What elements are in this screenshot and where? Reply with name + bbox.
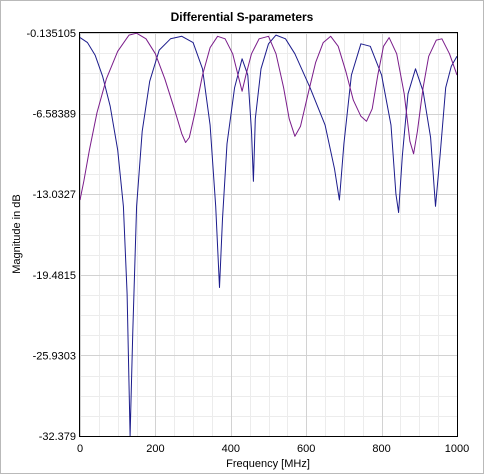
series-layer <box>79 32 458 437</box>
series-line-2 <box>79 32 458 201</box>
x-tick-label: 600 <box>297 443 315 455</box>
x-tick-label: 200 <box>146 443 164 455</box>
x-axis-label: Frequency [MHz] <box>226 458 310 470</box>
x-tick-label: 0 <box>77 443 83 455</box>
plot-area-border <box>79 32 458 437</box>
x-tick-label: 800 <box>372 443 390 455</box>
y-tick-label: -25.9303 <box>33 350 76 362</box>
y-tick-label: -19.4815 <box>33 270 76 282</box>
series-line-1 <box>79 34 458 437</box>
y-tick-labels: -0.135105 -6.58389 -13.0327 -19.4815 -25.930… <box>26 28 76 443</box>
y-tick-label: -0.135105 <box>26 28 76 40</box>
y-tick-label: -6.58389 <box>33 109 76 121</box>
x-tick-label: 1000 <box>445 443 469 455</box>
x-tick-label: 400 <box>222 443 240 455</box>
minor-grid <box>80 33 457 436</box>
x-tick-labels: 0 200 400 600 800 1000 <box>77 443 469 455</box>
chart-title: Differential S-parameters <box>171 10 314 24</box>
y-axis-label: Magnitude in dB <box>11 194 23 274</box>
y-tick-label: -13.0327 <box>33 189 76 201</box>
y-tick-label: -32.379 <box>39 431 76 443</box>
